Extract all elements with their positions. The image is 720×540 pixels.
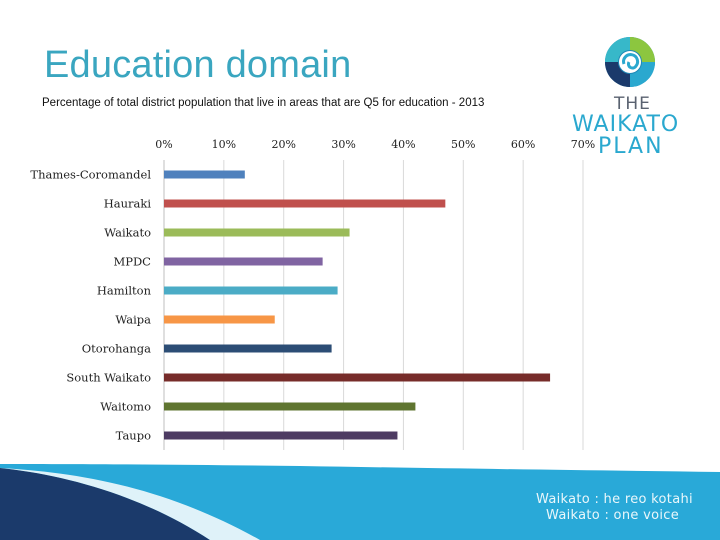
logo-waikato-text: WAIKATO [572,112,680,137]
category-label: Taupo [116,429,151,443]
x-tick-label: 50% [451,138,475,151]
footer-tagline-english: Waikato : one voice [546,508,679,523]
category-label: Waikato [104,226,151,240]
bar-otorohanga [164,344,332,353]
category-label: MPDC [113,255,151,269]
slide-title: Education domain [44,44,352,86]
bar-waipa [164,315,275,324]
bar-waikato [164,228,350,237]
category-label: Hauraki [104,197,152,211]
x-tick-label: 60% [511,138,535,151]
waikato-plan-logo: THE WAIKATO PLAN [568,32,692,160]
koru-icon [605,37,655,87]
x-tick-label: 30% [331,138,355,151]
category-label: Thames-Coromandel [30,168,151,182]
bar-hamilton [164,286,338,295]
logo-plan-text: PLAN [598,134,664,159]
x-tick-label: 10% [212,138,236,151]
category-label: Waipa [115,313,151,327]
bar-south-waikato [164,373,551,382]
bar-hauraki [164,199,446,208]
x-tick-label: 20% [271,138,295,151]
footer-tagline-maori: Waikato : he reo kotahi [536,492,693,507]
logo-the-text: THE [614,94,651,114]
footer-banner: Waikato : he reo kotahi Waikato : one vo… [0,464,720,540]
bar-taupo [164,431,398,440]
bar-waitomo [164,402,416,411]
category-label: Hamilton [97,284,152,298]
x-tick-label: 40% [391,138,415,151]
x-tick-label: 0% [155,138,172,151]
category-label: South Waikato [66,371,151,385]
bar-thames-coromandel [164,170,245,179]
x-tick-label: 70% [571,138,595,151]
footer-swoosh [0,464,720,540]
category-label: Waitomo [100,400,151,414]
chart-subtitle: Percentage of total district population … [42,97,485,109]
bar-mpdc [164,257,323,266]
category-label: Otorohanga [82,342,151,356]
